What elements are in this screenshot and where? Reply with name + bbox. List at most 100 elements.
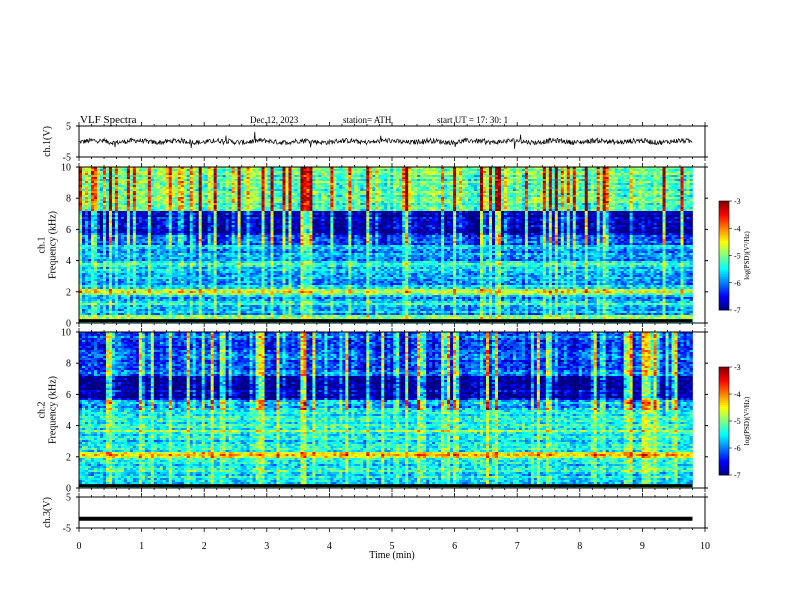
ch1-spectrogram-cell <box>336 177 339 179</box>
ch1-spectrogram-cell <box>274 169 277 171</box>
ch1-spectrogram-cell <box>492 171 495 173</box>
ch1-spectrogram-cell <box>297 171 300 173</box>
ch1-spectrogram-cell <box>303 175 306 177</box>
ch1-spectrogram-cell <box>318 173 321 175</box>
ch1-spectrogram-cell <box>534 169 537 171</box>
ch1-spectrogram-cell <box>642 173 645 175</box>
ch1-spectrogram-cell <box>336 175 339 177</box>
ch1-spectrogram-cell <box>672 169 675 171</box>
ch1-spectrogram-cell <box>456 175 459 177</box>
ch1-spectrogram-cell <box>211 173 214 175</box>
ch1-spectrogram-cell <box>256 177 259 179</box>
ch1-spectrogram-cell <box>504 175 507 177</box>
ch1-spectrogram-cell <box>585 169 588 171</box>
ch1-spectrogram-cell <box>645 173 648 175</box>
ch1-spectrogram-cell <box>247 169 250 171</box>
ch1-spectrogram-cell <box>666 171 669 173</box>
ch1-spectrogram-cell <box>136 169 139 171</box>
ch1-spectrogram-cell <box>265 169 268 171</box>
ch1-spectrogram-cell <box>333 177 336 179</box>
ch1-spectrogram-cell <box>339 175 342 177</box>
ch1-spectrogram-cell <box>555 175 558 177</box>
ch1-spectrogram-cell <box>285 175 288 177</box>
ch1-spectrogram-cell <box>420 169 423 171</box>
ch1-spectrogram-cell <box>100 169 103 171</box>
ch1-spectrogram-cell <box>321 169 324 171</box>
ch1-spectrogram-cell <box>226 173 229 175</box>
ch1-spectrogram-cell <box>483 175 486 177</box>
ch1-spectrogram-cell <box>546 173 549 175</box>
ch1-spectrogram-cell <box>689 173 692 175</box>
ch1-spectrogram-cell <box>486 171 489 173</box>
ch1-spectrogram-cell <box>642 169 645 171</box>
ch1-spectrogram-cell <box>94 171 97 173</box>
ch1-spectrogram-cell <box>552 173 555 175</box>
ch1-spectrogram-cell <box>85 177 88 179</box>
ch1-spectrogram-cell <box>109 171 112 173</box>
ch1-spectrogram-cell <box>390 171 393 173</box>
ch1-spectrogram-cell <box>151 171 154 173</box>
ch1-spectrogram-cell <box>441 171 444 173</box>
ch1-spectrogram-cell <box>193 177 196 179</box>
ch1-spectrogram-cell <box>429 173 432 175</box>
ch1-spectrogram-cell <box>462 173 465 175</box>
ch1-spectrogram-cell <box>220 177 223 179</box>
ch1-spectrogram-cell <box>597 173 600 175</box>
ch1-spectrogram-cell <box>498 169 501 171</box>
ch1-spectrogram-cell <box>648 173 651 175</box>
ch1-spectrogram-cell <box>145 173 148 175</box>
ch1-spectrogram-cell <box>546 169 549 171</box>
ch1-spectrogram-cell <box>441 169 444 171</box>
ch1-spectrogram-cell <box>280 169 283 171</box>
ch1-spectrogram-cell <box>450 177 453 179</box>
ch1-spectrogram-cell <box>495 171 498 173</box>
ch1-spectrogram-cell <box>675 171 678 173</box>
ch1-spectrogram-cell <box>363 173 366 175</box>
ch1-spectrogram-cell <box>247 175 250 177</box>
ch1-spectrogram-cell <box>654 169 657 171</box>
ch1-spectrogram-cell <box>133 169 136 171</box>
ch1-spectrogram-cell <box>426 173 429 175</box>
ch1-spectrogram-cell <box>91 177 94 179</box>
ch1-spectrogram-cell <box>109 177 112 179</box>
ch1-spectrogram-cell <box>354 177 357 179</box>
ch1-spectrogram-cell <box>689 175 692 177</box>
ch1-spectrogram-cell <box>366 177 369 179</box>
ch1-spectrogram-cell <box>396 173 399 175</box>
ch1-spectrogram-cell <box>540 175 543 177</box>
ch1-spectrogram-cell <box>489 177 492 179</box>
ch1-spectrogram-cell <box>657 171 660 173</box>
ch1-spectrogram-cell <box>357 173 360 175</box>
ch1-spectrogram-cell <box>411 169 414 171</box>
ch1-spectrogram-cell <box>408 171 411 173</box>
ch1-spectrogram-cell <box>606 175 609 177</box>
ch1-spectrogram-cell <box>420 177 423 179</box>
ch1-spectrogram-cell <box>118 171 121 173</box>
ch1-spectrogram-cell <box>169 173 172 175</box>
ch1-spectrogram-cell <box>594 173 597 175</box>
ch1-spectrogram-cell <box>172 171 175 173</box>
ch1-spectrogram-cell <box>384 171 387 173</box>
ch1-spectrogram-cell <box>220 171 223 173</box>
ch1-spectrogram-cell <box>196 171 199 173</box>
ch1-spectrogram-cell <box>366 171 369 173</box>
ch1-spectrogram-cell <box>399 175 402 177</box>
ch1-spectrogram-cell <box>256 171 259 173</box>
ch1-spectrogram-cell <box>244 173 247 175</box>
ch1-spectrogram-cell <box>459 175 462 177</box>
ch1-spectrogram-cell <box>85 173 88 175</box>
ch1-spectrogram-cell <box>537 169 540 171</box>
ch1-spectrogram-cell <box>507 173 510 175</box>
ch1-spectrogram-cell <box>181 169 184 171</box>
ch1-spectrogram-cell <box>315 175 318 177</box>
ch1-spectrogram-cell <box>522 169 525 171</box>
ch1-spectrogram-cell <box>348 173 351 175</box>
ch1-spectrogram-cell <box>342 175 345 177</box>
ch1-spectrogram-cell <box>429 177 432 179</box>
ch1-spectrogram-cell <box>339 171 342 173</box>
ch1-spectrogram-cell <box>471 173 474 175</box>
ch1-spectrogram-cell <box>288 171 291 173</box>
ch1-spectrogram-cell <box>241 175 244 177</box>
ch1-spectrogram-cell <box>495 169 498 171</box>
ch1-spectrogram-cell <box>363 169 366 171</box>
